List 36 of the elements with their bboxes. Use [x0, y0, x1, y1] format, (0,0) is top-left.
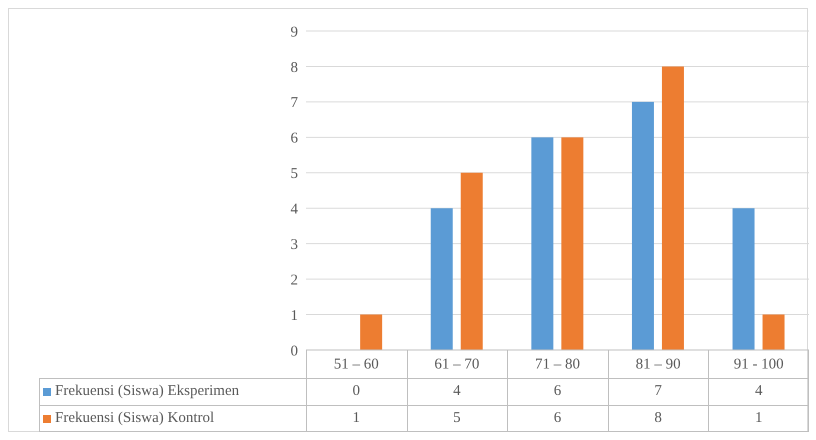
- y-tick-label: 3: [290, 236, 298, 253]
- data-label: 7: [653, 382, 663, 401]
- y-tick-label: 7: [290, 95, 298, 112]
- legend-label: Frekuensi (Siswa) Eksperimen: [55, 383, 240, 400]
- x-tick-label: 51 – 60: [334, 356, 379, 373]
- y-tick-label: 6: [290, 130, 298, 147]
- bar: [430, 208, 453, 350]
- x-tick-label: 91 - 100: [734, 356, 784, 373]
- y-tick-label: 5: [290, 166, 298, 182]
- y-tick-label: 8: [290, 60, 298, 76]
- y-tick-label: 2: [290, 272, 298, 288]
- x-tick-label: 81 – 90: [636, 356, 681, 373]
- data-label: 5: [452, 409, 462, 428]
- y-tick-label: 4: [290, 202, 298, 218]
- y-tick-label: 0: [290, 343, 298, 360]
- data-label: 1: [352, 409, 362, 428]
- bar: [732, 208, 755, 350]
- data-label: 0: [352, 382, 362, 401]
- legend-label: Frekuensi (Siswa) Kontrol: [55, 410, 214, 427]
- bar: [460, 172, 483, 350]
- x-tick-label: 71 – 80: [535, 356, 580, 373]
- bar: [762, 314, 785, 350]
- bar: [360, 314, 382, 350]
- data-label: 1: [754, 409, 764, 428]
- y-tick-label: 1: [290, 308, 298, 324]
- bar: [561, 137, 584, 350]
- bar: [531, 137, 554, 350]
- data-label: 4: [754, 382, 764, 401]
- data-label: 6: [552, 409, 562, 428]
- data-label: 6: [552, 382, 562, 401]
- bar: [632, 102, 654, 350]
- x-tick-label: 61 – 70: [434, 356, 480, 373]
- y-tick-label: 9: [290, 24, 298, 40]
- data-label: 8: [653, 409, 663, 428]
- data-label: 4: [452, 382, 462, 401]
- bar: [662, 66, 684, 350]
